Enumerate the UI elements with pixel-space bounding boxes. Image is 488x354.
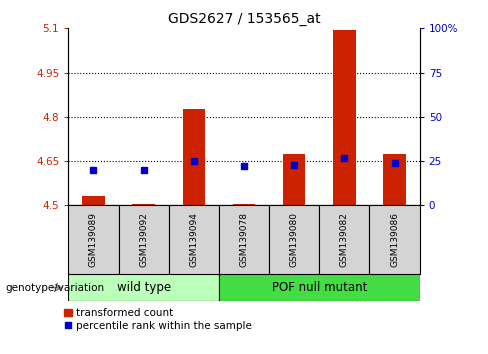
Bar xyxy=(68,205,119,274)
Text: POF null mutant: POF null mutant xyxy=(272,281,367,294)
Text: GSM139086: GSM139086 xyxy=(390,212,399,267)
Bar xyxy=(383,154,406,205)
Bar xyxy=(283,154,305,205)
Text: GSM139078: GSM139078 xyxy=(240,212,248,267)
Bar xyxy=(269,205,319,274)
Bar xyxy=(333,30,356,205)
Bar xyxy=(82,196,105,205)
Bar xyxy=(369,205,420,274)
Bar xyxy=(219,274,420,301)
Bar xyxy=(183,109,205,205)
Bar xyxy=(132,204,155,205)
Legend: transformed count, percentile rank within the sample: transformed count, percentile rank withi… xyxy=(64,308,252,331)
Text: GSM139092: GSM139092 xyxy=(139,212,148,267)
Bar xyxy=(68,274,219,301)
Text: GSM139082: GSM139082 xyxy=(340,212,349,267)
Text: genotype/variation: genotype/variation xyxy=(5,282,104,293)
Title: GDS2627 / 153565_at: GDS2627 / 153565_at xyxy=(168,12,320,26)
Bar xyxy=(119,205,169,274)
Bar xyxy=(169,205,219,274)
Text: GSM139089: GSM139089 xyxy=(89,212,98,267)
Bar xyxy=(319,205,369,274)
Bar xyxy=(233,204,255,205)
Text: GSM139094: GSM139094 xyxy=(189,212,198,267)
Bar xyxy=(219,205,269,274)
Text: GSM139080: GSM139080 xyxy=(290,212,299,267)
Text: wild type: wild type xyxy=(117,281,171,294)
